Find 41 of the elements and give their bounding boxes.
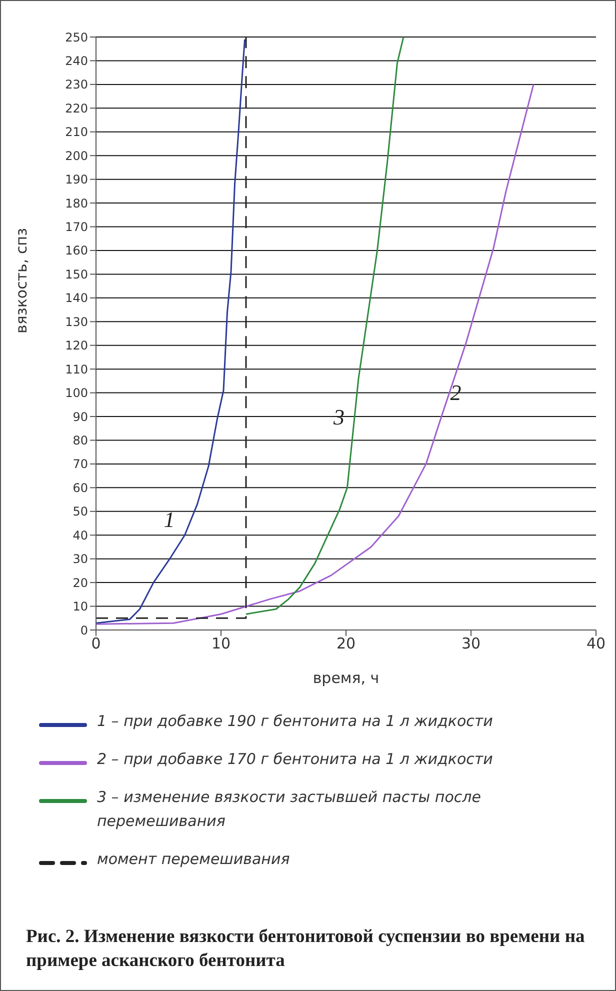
y-tick-label: 90 xyxy=(72,410,88,424)
y-tick-label: 140 xyxy=(65,291,88,306)
y-tick-label: 30 xyxy=(72,552,88,566)
y-tick-label: 180 xyxy=(65,196,88,210)
y-tick-label: 210 xyxy=(65,125,88,140)
y-tick-label: 240 xyxy=(65,54,88,68)
x-tick-label: 0 xyxy=(91,634,101,653)
legend-label: 2 – при добавке 170 г бентонита на 1 л жидкости xyxy=(97,749,493,770)
y-tick-label: 220 xyxy=(65,101,88,116)
y-tick-label: 160 xyxy=(65,244,88,258)
y-tick-label: 130 xyxy=(65,314,88,329)
y-axis-title: вязкость, спз xyxy=(12,228,30,334)
y-tick-label: 170 xyxy=(65,220,88,234)
legend-label: 1 – при добавке 190 г бентонита на 1 л жидкости xyxy=(97,711,493,732)
line-series xyxy=(245,37,404,615)
x-tick-label: 40 xyxy=(586,634,606,653)
y-tick-label: 0 xyxy=(80,623,88,638)
y-tick-label: 230 xyxy=(65,78,88,92)
y-tick-label: 70 xyxy=(72,457,88,472)
y-tick-label: 200 xyxy=(65,148,88,163)
annotation: 1 xyxy=(164,506,175,532)
x-tick-label: 20 xyxy=(336,634,356,653)
y-tick-label: 250 xyxy=(65,30,88,44)
x-tick-label: 30 xyxy=(461,634,481,653)
x-axis-title: время, ч xyxy=(312,669,380,687)
y-tick-label: 190 xyxy=(65,172,88,187)
text: Рис. 2. Изменение вязкости бентонитовой суспензии во времени на примере асканского бентонита xyxy=(26,926,586,973)
y-tick-label: 120 xyxy=(65,338,88,353)
y-tick-label: 100 xyxy=(65,386,88,400)
legend-label: момент перемешивания xyxy=(97,849,290,870)
y-tick-label: 80 xyxy=(72,434,88,448)
y-tick-label: 50 xyxy=(72,504,88,519)
y-tick-label: 40 xyxy=(72,528,88,542)
line-series xyxy=(96,84,534,625)
y-tick-label: 10 xyxy=(72,600,88,614)
y-tick-label: 20 xyxy=(72,576,88,590)
y-tick-label: 150 xyxy=(65,267,88,282)
x-tick-label: 10 xyxy=(211,634,231,653)
y-tick-label: 110 xyxy=(65,362,88,376)
y-tick-label: 60 xyxy=(72,480,88,495)
legend-label: 3 – изменение вязкости застывшей пасты после перемешивания xyxy=(97,787,482,832)
